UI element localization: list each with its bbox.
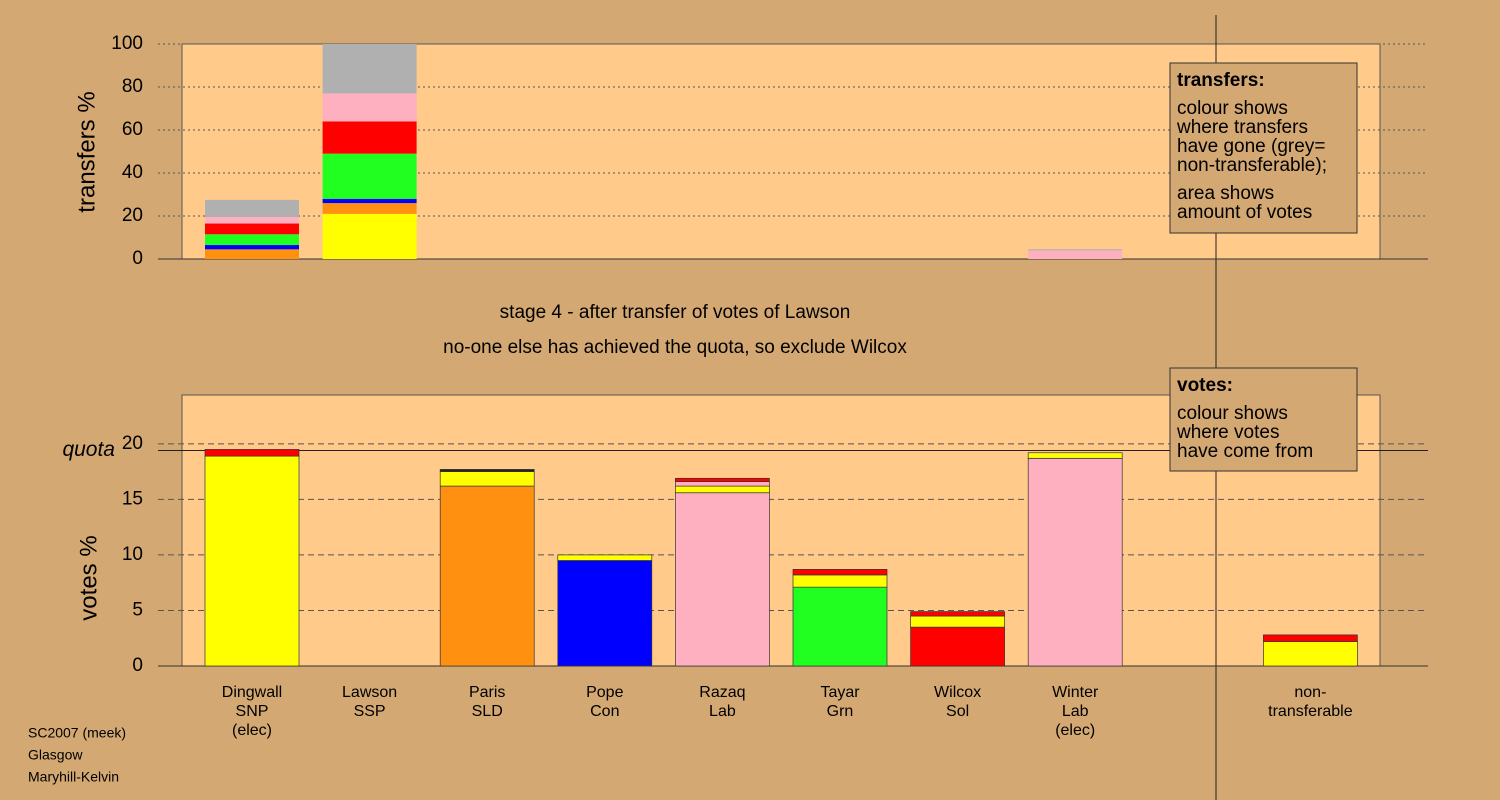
bar-segment <box>792 574 888 588</box>
x-tick-label: Con <box>590 703 619 720</box>
footer-text: SC2007 (meek) <box>28 725 126 741</box>
y-tick-label: 15 <box>122 488 143 509</box>
bar-segment <box>910 615 1005 628</box>
bar-segment <box>557 560 653 667</box>
bar-segment <box>205 223 299 235</box>
bar-segment <box>205 217 299 224</box>
x-tick-label: Paris <box>469 684 505 701</box>
bar-segment <box>675 492 770 667</box>
y-tick-label: 20 <box>122 205 143 226</box>
bar-segment <box>910 611 1005 617</box>
footer-text: Glasgow <box>28 747 83 763</box>
bar-segment <box>439 471 535 487</box>
bar-segment <box>322 44 417 94</box>
annotation-text: amount of votes <box>1177 202 1312 223</box>
y-tick-label: 5 <box>132 599 143 620</box>
x-tick-label: SNP <box>236 703 269 720</box>
bar-segment <box>675 481 770 487</box>
x-tick-label: Razaq <box>699 684 745 701</box>
bar-segment <box>204 455 300 667</box>
y-tick-label: 40 <box>122 162 143 183</box>
y-tick-label: 10 <box>122 544 143 565</box>
annotation-title: transfers: <box>1177 70 1265 91</box>
bar-segment <box>1263 634 1358 642</box>
annotation-box <box>1169 367 1358 472</box>
x-tick-label: Pope <box>586 684 623 701</box>
bar-segment <box>439 485 535 667</box>
x-tick-label: Lawson <box>342 684 397 701</box>
bar-segment <box>1028 250 1123 259</box>
y-tick-label: 100 <box>111 33 143 54</box>
x-tick-label: (elec) <box>1055 722 1095 739</box>
bar-segment <box>322 153 417 199</box>
bar-segment <box>792 586 888 667</box>
x-tick-label: Sol <box>946 703 969 720</box>
bar-segment <box>322 93 417 122</box>
annotation-text: where transfers <box>1176 117 1308 138</box>
bar-segment <box>439 469 535 472</box>
bar-segment <box>205 245 299 250</box>
annotation-text: have gone (grey= <box>1177 136 1325 157</box>
chart-subtitle: no-one else has achieved the quota, so e… <box>443 337 907 358</box>
bar-segment <box>557 554 653 561</box>
x-tick-label: non- <box>1294 684 1326 701</box>
bar-segment <box>675 485 770 494</box>
bar-segment <box>205 199 299 218</box>
x-tick-label: SLD <box>472 703 503 720</box>
bar-segment <box>204 449 300 457</box>
annotation-text: area shows <box>1177 183 1274 204</box>
footer-text: Maryhill-Kelvin <box>28 769 119 785</box>
bar-segment <box>910 626 1005 667</box>
bar-segment <box>322 121 417 154</box>
x-tick-label: Dingwall <box>222 684 282 701</box>
x-tick-label: Tayar <box>820 684 860 701</box>
y-axis-label: votes % <box>75 535 102 620</box>
bar-segment <box>322 198 417 204</box>
x-tick-label: Grn <box>827 703 854 720</box>
quota-label: quota <box>62 438 115 461</box>
bar-segment <box>1027 457 1123 667</box>
annotation-text: non-transferable); <box>1177 155 1327 176</box>
x-tick-label: Lab <box>1062 703 1089 720</box>
bar-segment <box>1263 641 1358 667</box>
x-tick-label: Lab <box>709 703 736 720</box>
annotation-title: votes: <box>1177 375 1233 396</box>
bar-segment <box>205 249 299 259</box>
bar-segment <box>792 569 888 576</box>
x-tick-label: Winter <box>1052 684 1099 701</box>
bar-segment <box>1027 452 1123 459</box>
y-axis-label: transfers % <box>73 91 100 212</box>
y-tick-label: 0 <box>132 248 143 269</box>
x-tick-label: transferable <box>1268 703 1353 720</box>
chart-title: stage 4 - after transfer of votes of Law… <box>500 302 851 323</box>
annotation-text: colour shows <box>1177 403 1288 424</box>
annotation-text: have come from <box>1177 441 1313 462</box>
x-tick-label: Wilcox <box>934 684 981 701</box>
y-tick-label: 0 <box>132 655 143 676</box>
bar-segment <box>205 234 299 246</box>
bar-segment <box>675 477 770 482</box>
annotation-text: colour shows <box>1177 98 1288 119</box>
x-tick-label: (elec) <box>232 722 272 739</box>
y-tick-label: 20 <box>122 433 143 454</box>
x-tick-label: SSP <box>354 703 386 720</box>
bar-segment <box>322 213 417 259</box>
y-tick-label: 80 <box>122 76 143 97</box>
bar-segment <box>1028 249 1123 251</box>
annotation-text: where votes <box>1176 422 1279 443</box>
annotation-box <box>1169 62 1358 234</box>
bar-segment <box>322 203 417 214</box>
y-tick-label: 60 <box>122 119 143 140</box>
